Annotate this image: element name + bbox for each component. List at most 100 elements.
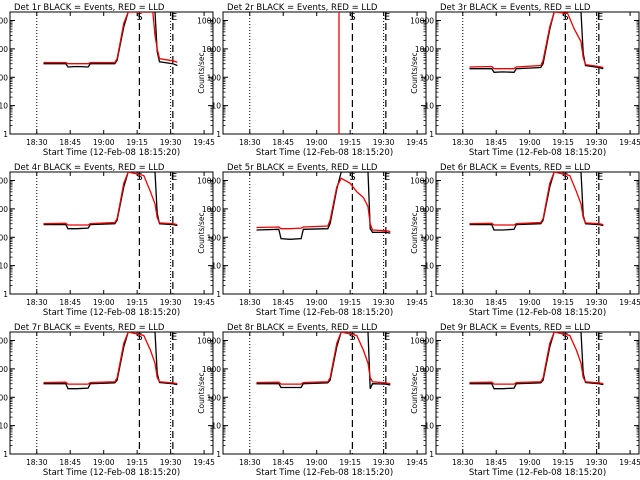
y-tick-label: 100 [420, 73, 435, 82]
events-series-line [43, 332, 178, 390]
y-tick-label: 100 [207, 233, 222, 242]
y-tick-label: 1000 [0, 365, 8, 374]
x-tick-label: 18:30 [239, 458, 261, 467]
y-tick-label: 1000 [415, 45, 434, 54]
x-tick-label: 19:15 [126, 458, 148, 467]
events-series-line [43, 172, 178, 230]
x-tick-label: 19:15 [552, 298, 574, 307]
y-tick-label: 1 [3, 290, 8, 299]
x-tick-label: 19:45 [619, 298, 640, 307]
x-tick-label: 18:45 [272, 138, 294, 147]
x-tick-label: 19:30 [160, 138, 182, 147]
x-tick-label: 19:15 [339, 138, 361, 147]
y-tick-label: 10 [424, 102, 434, 111]
x-tick-label: 19:15 [126, 138, 148, 147]
x-tick-label: 18:45 [485, 298, 507, 307]
lld-series-line [256, 332, 391, 385]
marker-e: E [597, 12, 603, 23]
marker-e: E [384, 332, 390, 343]
y-tick-label: 100 [207, 73, 222, 82]
lld-series-line [469, 12, 604, 70]
y-tick-label: 100 [0, 233, 8, 242]
x-tick-label: 18:30 [26, 458, 48, 467]
chart-title: Det 7r BLACK = Events, RED = LLD [14, 323, 165, 333]
y-axis-label: Counts/sec [197, 52, 206, 93]
x-tick-label: 19:30 [160, 298, 182, 307]
marker-e: E [384, 12, 390, 23]
x-axis-label: Start Time (12-Feb-08 18:15:20) [256, 148, 393, 158]
x-tick-label: 19:45 [406, 298, 428, 307]
y-tick-label: 100 [0, 73, 8, 82]
y-tick-label: 10000 [410, 17, 434, 26]
x-tick-label: 18:45 [59, 458, 81, 467]
x-tick-label: 19:30 [160, 458, 182, 467]
x-tick-label: 19:45 [193, 298, 215, 307]
y-tick-label: 1 [3, 130, 8, 139]
x-tick-label: 19:00 [306, 138, 328, 147]
y-tick-label: 1000 [0, 45, 8, 54]
marker-s: S [562, 172, 568, 183]
x-axis-label: Start Time (12-Feb-08 18:15:20) [469, 468, 606, 478]
marker-s: S [349, 12, 355, 23]
x-tick-label: 19:30 [373, 298, 395, 307]
y-axis-label: Counts/sec [410, 52, 419, 93]
y-axis-label: Counts/sec [197, 372, 206, 413]
events-series-line [256, 172, 391, 240]
x-tick-label: 18:30 [452, 138, 474, 147]
x-tick-label: 19:15 [339, 298, 361, 307]
lld-series-line [43, 12, 178, 65]
x-tick-label: 18:30 [452, 298, 474, 307]
x-tick-label: 19:00 [519, 298, 541, 307]
plot-frame [222, 331, 427, 455]
y-tick-label: 10 [424, 262, 434, 271]
marker-e: E [597, 172, 603, 183]
x-tick-label: 19:00 [306, 298, 328, 307]
y-tick-label: 1000 [415, 365, 434, 374]
y-tick-label: 100 [207, 393, 222, 402]
x-tick-label: 19:00 [519, 138, 541, 147]
y-tick-label: 10000 [0, 17, 8, 26]
x-tick-label: 19:15 [126, 298, 148, 307]
x-axis-label: Start Time (12-Feb-08 18:15:20) [469, 148, 606, 158]
y-tick-label: 1000 [0, 205, 8, 214]
events-series-line [469, 332, 604, 390]
y-tick-label: 10000 [0, 177, 8, 186]
x-tick-label: 19:15 [552, 458, 574, 467]
y-tick-label: 1 [216, 450, 221, 459]
x-axis-label: Start Time (12-Feb-08 18:15:20) [256, 308, 393, 318]
lld-series-line [43, 172, 178, 226]
x-tick-label: 18:45 [59, 298, 81, 307]
y-tick-label: 10000 [197, 177, 221, 186]
marker-s: S [136, 12, 142, 23]
chart-title: Det 6r BLACK = Events, RED = LLD [440, 163, 591, 173]
y-tick-label: 10 [0, 102, 8, 111]
x-tick-label: 18:45 [485, 458, 507, 467]
x-tick-label: 18:30 [452, 458, 474, 467]
y-tick-label: 10000 [410, 337, 434, 346]
lld-series-line [469, 172, 604, 226]
marker-s: S [349, 332, 355, 343]
x-tick-label: 19:15 [339, 458, 361, 467]
chart-title: Det 2r BLACK = Events, RED = LLD [227, 3, 378, 13]
y-tick-label: 1 [429, 130, 434, 139]
y-tick-label: 1 [429, 290, 434, 299]
y-axis-label: Counts/sec [410, 212, 419, 253]
y-tick-label: 1000 [202, 205, 221, 214]
y-tick-label: 10 [424, 422, 434, 431]
marker-s: S [136, 172, 142, 183]
plot-frame [9, 331, 214, 455]
x-tick-label: 19:45 [406, 138, 428, 147]
y-tick-label: 10 [0, 422, 8, 431]
x-tick-label: 18:30 [26, 138, 48, 147]
marker-s: S [562, 332, 568, 343]
y-tick-label: 1 [3, 450, 8, 459]
x-tick-label: 18:30 [26, 298, 48, 307]
plot-frame [435, 331, 640, 455]
x-tick-label: 18:30 [239, 298, 261, 307]
